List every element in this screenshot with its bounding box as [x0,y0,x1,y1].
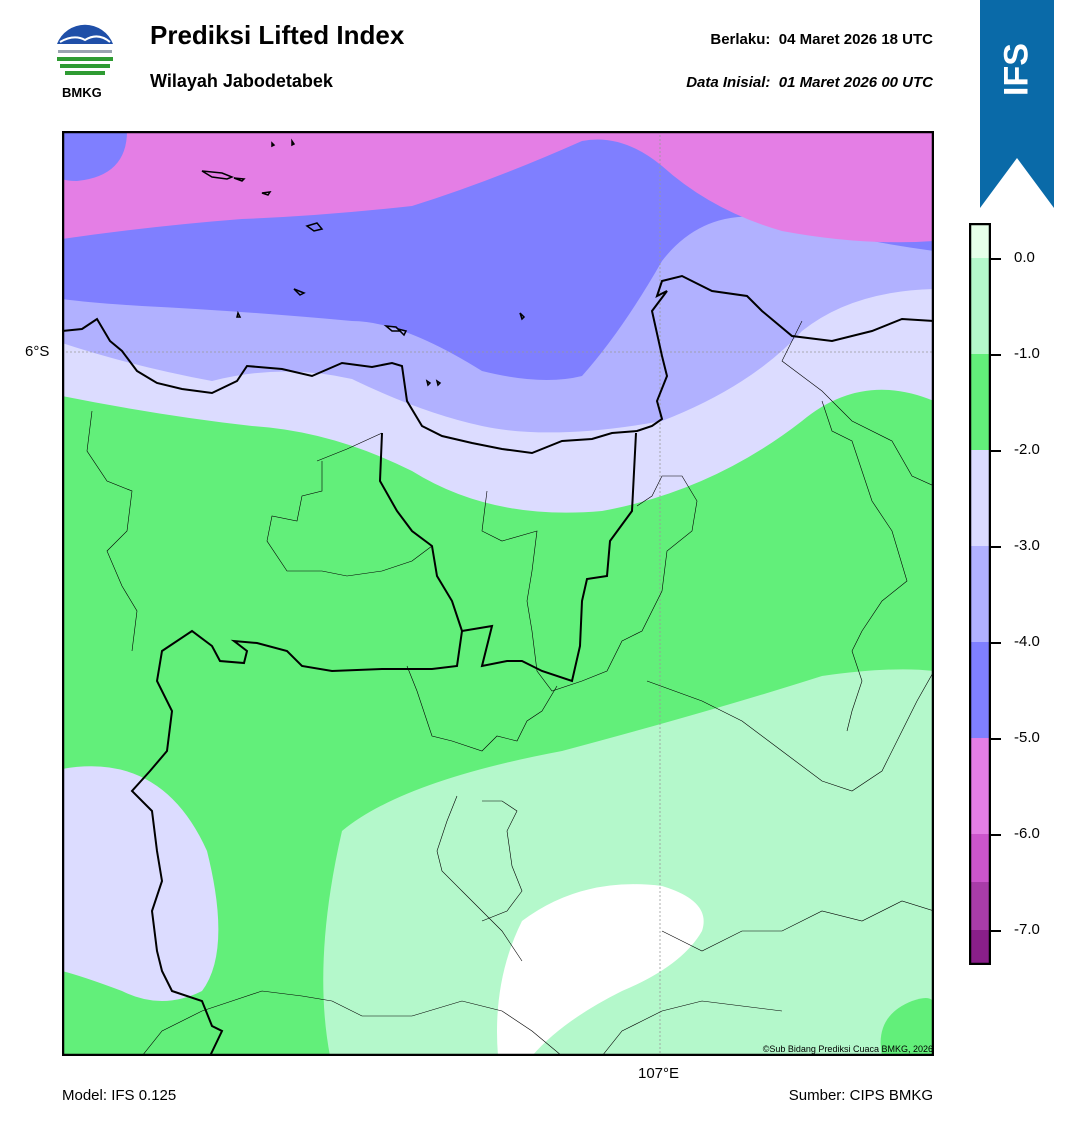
zone-above-0 [497,884,704,1056]
valid-time: Berlaku: 04 Maret 2026 18 UTC [710,31,933,48]
colorbar-tick-mark [991,642,1001,644]
colorbar-tick-mark [991,834,1001,836]
thousand-islands [201,138,526,387]
colorbar-scale [968,222,992,966]
colorbar-tick-label: 0.0 [1014,249,1035,266]
colorbar-segment [969,738,991,834]
zone-blue-patch [62,131,127,181]
source-info: Sumber: CIPS BMKG [788,1087,933,1104]
colorbar-tick-mark [991,450,1001,452]
init-label: Data Inisial: [686,74,771,91]
page-title: Prediksi Lifted Index [150,20,405,50]
zone-minus6-minus5 [62,131,934,243]
copyright-text: ©Sub Bidang Prediksi Cuaca BMKG, 2026 [762,1044,933,1054]
regency-boundaries [86,320,935,1057]
valid-label: Berlaku: [710,31,771,48]
province-boundary-west [130,629,463,1057]
lat-label: 6°S [25,343,50,360]
colorbar-tick-mark [991,738,1001,740]
zone-minus1-0 [323,669,934,1056]
model-tab: IFS [980,0,1054,208]
valid-value: 04 Maret 2026 18 UTC [778,31,933,48]
model-info: Model: IFS 0.125 [62,1087,177,1104]
map-frame [61,130,935,1057]
colorbar-tick-mark [991,354,1001,356]
colorbar-segment [969,354,991,450]
colorbar-segment [969,834,991,882]
lon-label: 107°E [638,1065,680,1082]
page-subtitle: Wilayah Jabodetabek [150,71,333,91]
colorbar-segment [969,450,991,546]
zone-left-lavender [62,766,219,1001]
colorbar-segment [969,930,991,965]
colorbar-segment [969,882,991,930]
colorbar-segment [969,258,991,354]
bmkg-logo-icon [55,23,115,83]
colorbar-segment [969,642,991,738]
colorbar-tick-mark [991,546,1001,548]
lifted-index-map [61,130,935,1057]
model-tab-text: IFS [997,43,1036,97]
colorbar-segment [969,223,991,258]
colorbar [968,222,992,966]
bmkg-logo [54,22,116,84]
province-boundary-east [378,432,637,683]
init-value: 01 Maret 2026 00 UTC [778,74,933,91]
colorbar-tick-label: -5.0 [1014,729,1040,746]
colorbar-tick-mark [991,258,1001,260]
colorbar-segment [969,546,991,642]
init-time: Data Inisial: 01 Maret 2026 00 UTC [686,74,933,91]
colorbar-tick-label: -6.0 [1014,825,1040,842]
colorbar-tick-label: -3.0 [1014,537,1040,554]
zone-green-corner [880,997,934,1056]
logo-text: BMKG [62,85,102,100]
coastline [61,274,935,455]
colorbar-tick-label: -7.0 [1014,921,1040,938]
colorbar-tick-label: -4.0 [1014,633,1040,650]
map-panel [61,130,935,1057]
colorbar-tick-label: -2.0 [1014,441,1040,458]
colorbar-tick-label: -1.0 [1014,345,1040,362]
colorbar-frame [968,222,992,966]
colorbar-tick-mark [991,930,1001,932]
model-tab-ribbon [980,0,1054,208]
